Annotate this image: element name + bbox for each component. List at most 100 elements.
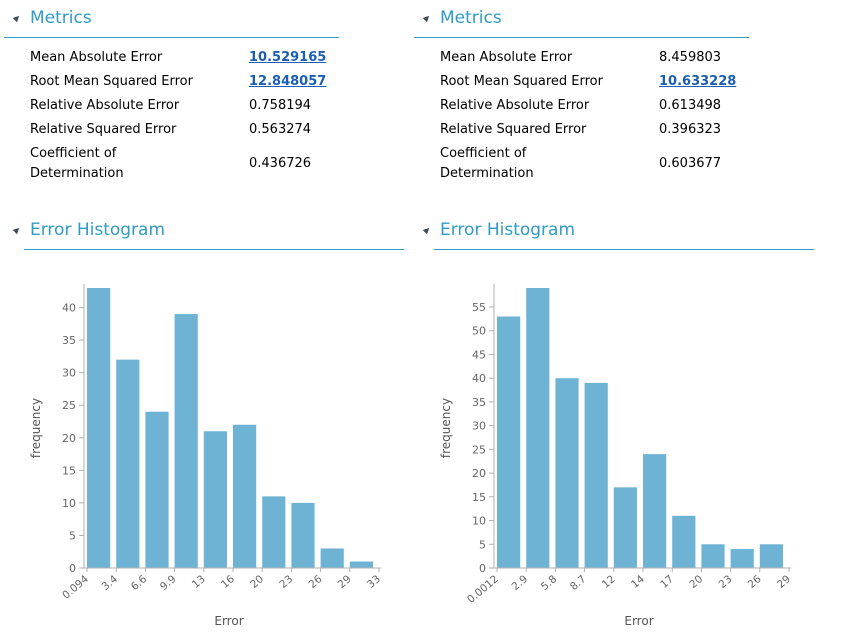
metric-value-link[interactable]: 12.848057 — [249, 74, 327, 89]
x-tick-label: 23 — [717, 573, 735, 591]
x-tick-label: 6.6 — [129, 573, 150, 593]
x-tick-label: 12 — [600, 573, 618, 591]
collapse-triangle-icon[interactable] — [12, 13, 22, 23]
y-tick-label: 20 — [472, 467, 486, 480]
metric-value: 0.758194 — [249, 98, 312, 113]
x-tick-label: 26 — [746, 573, 764, 591]
histogram-bar — [584, 382, 608, 568]
y-tick-label: 30 — [62, 367, 76, 380]
x-tick-label: 29 — [336, 573, 354, 591]
x-tick-label: 16 — [219, 573, 237, 591]
x-tick-label: 8.7 — [568, 573, 589, 593]
right-panel: Metrics Mean Absolute Error 8.459803 Roo… — [410, 0, 820, 633]
error-histogram-chart: 0 5 10 15 20 25 30 35 40 45 50 55 0.0012 2.9 5.8 8.7 12 1… — [439, 284, 793, 628]
metric-label-line: Determination — [440, 166, 534, 181]
histogram-bar — [116, 359, 140, 568]
metric-label: Root Mean Squared Error — [30, 74, 193, 89]
y-tick-label: 30 — [472, 420, 486, 433]
metrics-title: Metrics — [30, 8, 92, 28]
y-tick-label: 20 — [62, 432, 76, 445]
x-tick-label: 2.9 — [510, 573, 531, 593]
x-tick-label: 26 — [307, 573, 325, 591]
section-divider — [414, 37, 749, 38]
y-tick-label: 40 — [62, 302, 76, 315]
metric-value: 8.459803 — [659, 50, 722, 65]
histogram-bar — [759, 544, 783, 568]
y-tick-label: 5 — [69, 529, 76, 542]
metric-label-line: Coefficient of — [440, 146, 527, 161]
y-tick-label: 25 — [472, 443, 486, 456]
metric-value: 0.396323 — [659, 122, 722, 137]
y-tick-label: 0 — [479, 562, 486, 575]
x-tick-label: 33 — [365, 573, 383, 591]
histogram-bar — [701, 544, 725, 568]
section-divider — [434, 249, 814, 250]
metric-value-link[interactable]: 10.633228 — [659, 74, 737, 89]
histogram-bar — [262, 496, 286, 568]
y-tick-label: 45 — [472, 348, 486, 361]
x-tick-label: 3.4 — [100, 573, 121, 593]
metric-value-link[interactable]: 10.529165 — [249, 50, 327, 65]
histogram-bar — [672, 515, 696, 568]
x-tick-label: 17 — [658, 573, 676, 591]
metric-label-line: Determination — [30, 166, 124, 181]
x-tick-label: 29 — [775, 573, 793, 591]
metrics-section-header[interactable]: Metrics — [12, 8, 92, 28]
metric-label: Mean Absolute Error — [440, 50, 573, 65]
y-tick-label: 50 — [472, 325, 486, 338]
section-divider — [4, 37, 339, 38]
histogram-title: Error Histogram — [30, 220, 166, 240]
metric-label: Root Mean Squared Error — [440, 74, 603, 89]
metrics-section-header[interactable]: Metrics — [422, 8, 502, 28]
y-tick-label: 15 — [62, 464, 76, 477]
collapse-triangle-icon[interactable] — [422, 13, 432, 23]
error-histogram-chart: 0 5 10 15 20 25 30 35 40 0.094 3.4 6.6 9.9 13 16 20 23 26… — [29, 284, 383, 628]
metric-label: Relative Absolute Error — [440, 98, 590, 113]
y-axis-title: frequency — [29, 398, 43, 458]
x-tick-label: 23 — [277, 573, 295, 591]
histogram-bar — [497, 316, 521, 568]
metric-label: Relative Squared Error — [30, 122, 177, 137]
x-tick-label: 5.8 — [539, 573, 560, 593]
histogram-bar — [203, 431, 227, 568]
histogram-bar — [643, 454, 667, 568]
y-tick-label: 55 — [472, 301, 486, 314]
histogram-section-header[interactable]: Error Histogram — [422, 220, 576, 240]
y-tick-label: 35 — [472, 396, 486, 409]
histogram-title: Error Histogram — [440, 220, 576, 240]
histogram-bar — [526, 288, 550, 568]
y-tick-label: 5 — [479, 538, 486, 551]
x-tick-label: 20 — [687, 573, 705, 591]
x-tick-label: 13 — [190, 573, 208, 591]
metrics-title: Metrics — [440, 8, 502, 28]
metric-label: Relative Absolute Error — [30, 98, 180, 113]
x-tick-label: 20 — [248, 573, 266, 591]
metric-value: 0.603677 — [659, 156, 722, 171]
histogram-section-header[interactable]: Error Histogram — [12, 220, 166, 240]
left-panel: Metrics Mean Absolute Error 10.529165 Ro… — [0, 0, 410, 633]
histogram-bar — [233, 424, 257, 568]
x-tick-label: 0.094 — [60, 573, 91, 602]
collapse-triangle-icon[interactable] — [422, 225, 432, 235]
y-tick-label: 10 — [472, 515, 486, 528]
histogram-bar — [320, 548, 344, 568]
x-tick-label: 9.9 — [158, 573, 179, 593]
x-axis-title: Error — [624, 614, 653, 628]
y-axis-title: frequency — [439, 398, 453, 458]
metric-value: 0.563274 — [249, 122, 312, 137]
y-tick-label: 0 — [69, 562, 76, 575]
histogram-bar — [349, 561, 373, 568]
y-tick-label: 25 — [62, 399, 76, 412]
metric-label-line: Coefficient of — [30, 146, 117, 161]
y-tick-label: 40 — [472, 372, 486, 385]
histogram-bar — [291, 502, 315, 568]
histogram-bar — [730, 549, 754, 568]
section-divider — [24, 249, 404, 250]
histogram-bar — [145, 411, 169, 568]
x-axis-title: Error — [214, 614, 243, 628]
y-tick-label: 10 — [62, 497, 76, 510]
y-tick-label: 15 — [472, 491, 486, 504]
collapse-triangle-icon[interactable] — [12, 225, 22, 235]
y-tick-label: 35 — [62, 334, 76, 347]
histogram-bar — [174, 314, 198, 568]
